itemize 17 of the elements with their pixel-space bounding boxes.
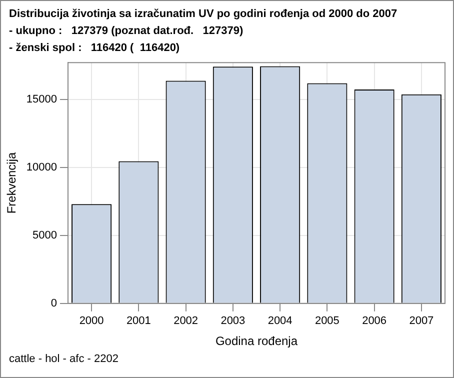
x-tick-label: 2003: [220, 315, 246, 328]
x-axis-title: Godina rođenja: [215, 334, 298, 348]
x-tick-label: 2007: [409, 315, 434, 328]
y-tick-label: 5000: [32, 229, 57, 242]
y-tick-label: 10000: [26, 161, 57, 174]
y-tick-label: 15000: [26, 93, 57, 106]
x-tick-label: 2004: [268, 315, 292, 328]
y-axis-title: Frekvencija: [4, 152, 19, 214]
x-tick-label: 2006: [362, 315, 387, 328]
chart-subtitle: - ukupno : 127379 (poznat dat.rođ. 127379) - ženski spol : 116420 ( 116420): [9, 24, 244, 56]
x-tick-label: 2000: [79, 315, 104, 328]
chart-title: Distribucija životinja sa izračunatim UV po godini rođenja od 2000 do 2007: [9, 7, 398, 22]
x-tick-label: 2002: [174, 315, 198, 328]
y-tick-label: 0: [50, 297, 57, 310]
x-tick-label: 2001: [126, 315, 151, 328]
x-tick-label: 2005: [314, 315, 340, 328]
text: cattle - hol - afc - 2202: [9, 353, 118, 365]
